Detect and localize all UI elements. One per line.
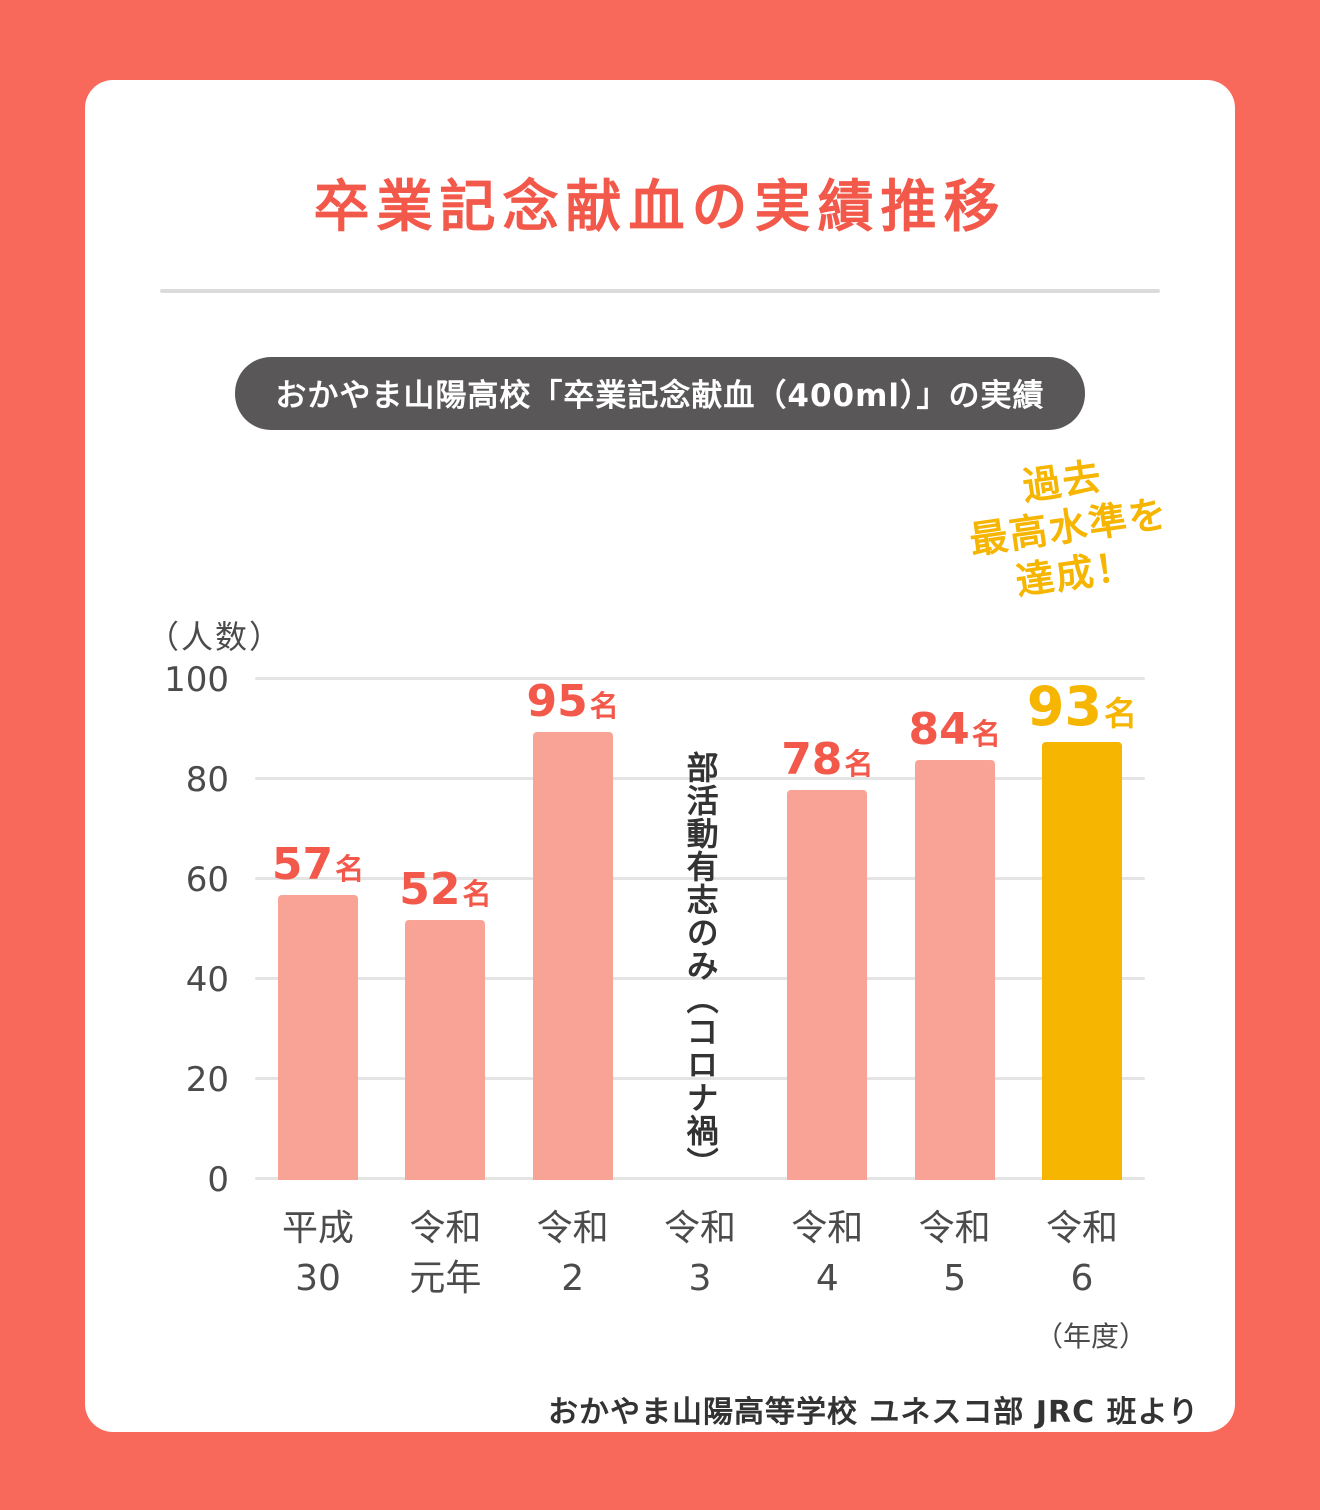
subtitle-badge: おかやま山陽高校「卒業記念献血（400ml）」の実績 — [235, 357, 1085, 430]
bar-1 — [405, 920, 486, 1180]
bar-value-label-1: 52名 — [399, 868, 491, 912]
x-axis-unit-label: （年度） — [1034, 1319, 1147, 1353]
gridline-40 — [255, 977, 1145, 980]
bar-value-label-4: 78名 — [781, 738, 873, 782]
bar-value-unit: 名 — [971, 717, 1001, 751]
bar-2 — [532, 732, 613, 1180]
x-tick-label-3: 令和 3 — [663, 1208, 736, 1300]
covid-note: 部活動有志のみ（コロナ禍） — [681, 751, 720, 1180]
gridline-0 — [255, 1177, 1145, 1180]
bar-column-6: 93名 — [1019, 680, 1145, 1180]
bar-value-number: 84 — [908, 704, 970, 755]
bar-value-label-0: 57名 — [272, 843, 364, 887]
bar-value-number: 57 — [271, 839, 334, 890]
bar-value-unit: 名 — [1104, 694, 1138, 733]
bar-value-number: 78 — [781, 734, 843, 785]
bar-6 — [1041, 742, 1122, 1180]
y-tick-label-20: 20 — [185, 1060, 229, 1100]
bars-row: 57名 52名 95名 部活動有志のみ（コロナ禍） 78名 84名 93名 — [255, 680, 1145, 1180]
bar-column-4: 78名 — [764, 680, 890, 1180]
bar-0 — [278, 895, 358, 1180]
x-tick-label-4: 令和 4 — [791, 1208, 864, 1300]
bar-value-unit: 名 — [335, 852, 365, 886]
y-axis-label: （人数） — [147, 618, 284, 656]
x-tick-label-0: 平成 30 — [281, 1208, 354, 1300]
bar-value-label-6: 93名 — [1027, 680, 1137, 734]
plot-area: 57名 52名 95名 部活動有志のみ（コロナ禍） 78名 84名 93名 0 20 40 60 8… — [164, 660, 1145, 1200]
bar-chart: （人数） 57名 52名 95名 部活動有志のみ（コロナ禍） 78名 84名 93名 0 20… — [85, 612, 1235, 1355]
bar-column-2: 95名 — [510, 680, 636, 1180]
gridline-20 — [255, 1077, 1145, 1080]
bar-value-label-2: 95名 — [527, 680, 619, 724]
x-tick-label-5: 令和 5 — [918, 1208, 991, 1300]
bar-value-number: 95 — [526, 676, 588, 727]
bar-value-unit: 名 — [844, 747, 874, 781]
y-tick-label-60: 60 — [185, 860, 229, 900]
infographic-card: 卒業記念献血の実績推移 おかやま山陽高校「卒業記念献血（400ml）」の実績 過… — [85, 80, 1235, 1432]
bar-value-unit: 名 — [589, 689, 619, 723]
bar-column-1: 52名 — [382, 680, 508, 1180]
record-annotation: 過去 最高水準を 達成！ — [966, 454, 1172, 604]
bar-value-number: 52 — [399, 864, 461, 915]
bar-4 — [787, 790, 868, 1180]
y-tick-label-80: 80 — [185, 760, 229, 800]
bar-value-unit: 名 — [462, 877, 492, 911]
gridline-100 — [255, 677, 1145, 680]
bar-5 — [914, 760, 995, 1180]
page-title: 卒業記念献血の実績推移 — [313, 175, 1007, 240]
gridline-60 — [255, 877, 1145, 880]
gridline-80 — [255, 777, 1145, 780]
x-tick-label-6: 令和 6 — [1045, 1208, 1118, 1300]
bar-value-number: 93 — [1026, 675, 1103, 738]
bar-column-5: 84名 — [892, 680, 1018, 1180]
y-tick-label-0: 0 — [207, 1160, 229, 1200]
bar-column-3: 部活動有志のみ（コロナ禍） — [637, 680, 763, 1180]
bar-value-label-5: 84名 — [909, 708, 1001, 752]
source-credit: おかやま山陽高等学校 ユネスコ部 JRC 班より — [547, 1394, 1199, 1430]
bar-column-0: 57名 — [255, 680, 381, 1180]
x-axis-labels: 平成 30 令和 元年 令和 2 令和 3 令和 4 令和 5 令和 6 — [255, 1204, 1145, 1305]
x-tick-label-1: 令和 元年 — [409, 1208, 482, 1300]
y-tick-label-40: 40 — [185, 960, 229, 1000]
divider — [160, 289, 1160, 293]
y-tick-label-100: 100 — [164, 660, 229, 700]
x-tick-label-2: 令和 2 — [536, 1208, 609, 1300]
